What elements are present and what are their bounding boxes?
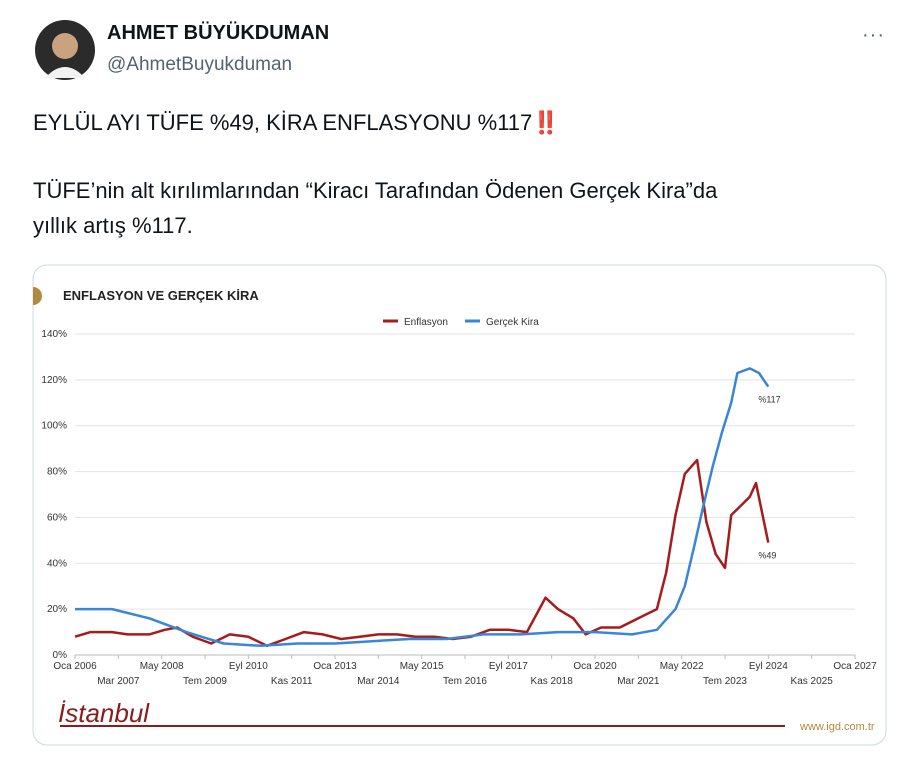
logo: İstanbul xyxy=(58,698,150,728)
series-line xyxy=(75,367,770,648)
author-handle[interactable]: @AhmetBuyukduman xyxy=(107,54,293,75)
media-card[interactable] xyxy=(32,264,887,746)
tweet-text: EYLÜL AYI TÜFE %49, KİRA ENFLASYONU %117… xyxy=(33,110,560,135)
x-tick-label: Tem 2009 xyxy=(183,676,227,687)
x-tick-label: May 2008 xyxy=(140,661,184,672)
y-tick-label: 120% xyxy=(41,375,67,386)
annotation: %117 xyxy=(758,395,780,405)
x-tick-label: Eyl 2010 xyxy=(229,661,268,672)
site: www.igd.com.tr xyxy=(799,721,875,733)
y-tick-label: 100% xyxy=(41,421,67,432)
x-tick-label: Kas 2011 xyxy=(271,676,313,687)
tweet-text: TÜFE’nin alt kırılımlarından “Kiracı Tar… xyxy=(33,178,718,203)
x-tick-label: Mar 2021 xyxy=(617,676,660,687)
x-tick-label: Oca 2013 xyxy=(313,661,357,672)
chart-title: ENFLASYON VE GERÇEK KİRA xyxy=(63,288,259,303)
x-tick-label: Oca 2006 xyxy=(53,661,97,672)
x-tick-label: Mar 2007 xyxy=(97,676,140,687)
x-tick-label: Oca 2020 xyxy=(573,661,617,672)
author-name[interactable]: AHMET BÜYÜKDUMAN xyxy=(107,22,330,44)
legend-label: Enflasyon xyxy=(404,317,448,328)
x-tick-label: Tem 2016 xyxy=(443,676,487,687)
y-tick-label: 80% xyxy=(47,467,67,478)
x-tick-label: Kas 2025 xyxy=(791,676,834,687)
x-tick-label: Eyl 2024 xyxy=(749,661,788,672)
x-tick-label: Kas 2018 xyxy=(531,676,574,687)
series-line xyxy=(74,458,770,648)
more-menu[interactable]: ··· xyxy=(862,24,885,46)
x-tick-label: May 2015 xyxy=(400,661,444,672)
x-tick-label: May 2022 xyxy=(660,661,704,672)
x-tick-label: Eyl 2017 xyxy=(489,661,528,672)
title-marker xyxy=(33,287,42,305)
x-tick-label: Oca 2027 xyxy=(833,661,877,672)
y-tick-label: 0% xyxy=(53,650,68,661)
avatar[interactable] xyxy=(35,20,95,80)
y-tick-label: 40% xyxy=(47,558,67,569)
y-tick-label: 140% xyxy=(41,329,67,340)
x-tick-label: Tem 2023 xyxy=(703,676,747,687)
y-tick-label: 20% xyxy=(47,604,67,615)
x-tick-label: Mar 2014 xyxy=(357,676,400,687)
annotation: %49 xyxy=(758,551,776,561)
tweet-text: yıllık artış %117. xyxy=(33,213,193,238)
legend-label: Gerçek Kira xyxy=(486,317,539,328)
y-tick-label: 60% xyxy=(47,512,67,523)
